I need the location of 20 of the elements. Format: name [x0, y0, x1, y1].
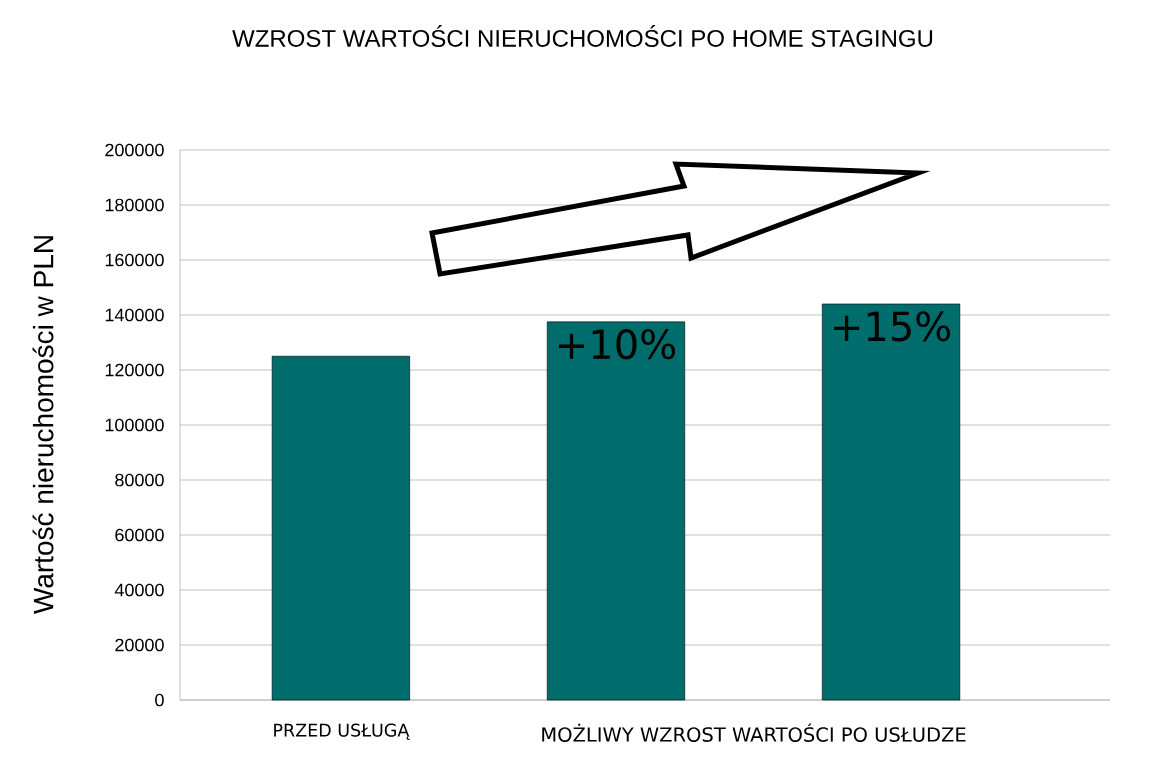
y-tick-label: 180000	[105, 198, 164, 212]
annotation: +10%	[559, 329, 675, 360]
bar	[546, 321, 686, 701]
y-tick-label: 200000	[105, 143, 164, 157]
bar	[271, 355, 410, 701]
y-axis-title: Wartość nieruchomości w PLN	[32, 236, 54, 614]
chart-title: WZROST WARTOŚCI NIERUCHOMOŚCI PO HOME STAGINGU	[232, 25, 933, 47]
y-tick-label: 60000	[115, 528, 164, 542]
y-tick-label: 20000	[115, 638, 164, 652]
y-tick-label: 80000	[115, 473, 164, 487]
x-tick-label: PRZED USŁUGĄ	[274, 723, 410, 740]
text: MOŻLIWY WZROST WARTOŚCI PO USŁUDZE	[542, 723, 966, 742]
y-tick-label: 140000	[105, 308, 164, 322]
y-tick-label: 120000	[105, 363, 164, 377]
bar	[821, 303, 961, 701]
y-tick-label: 100000	[105, 418, 164, 432]
y-tick-label: 40000	[114, 583, 164, 597]
annotation: +15%	[834, 311, 951, 342]
y-tick-label: 0	[155, 693, 164, 707]
y-tick-label: 160000	[105, 253, 164, 267]
